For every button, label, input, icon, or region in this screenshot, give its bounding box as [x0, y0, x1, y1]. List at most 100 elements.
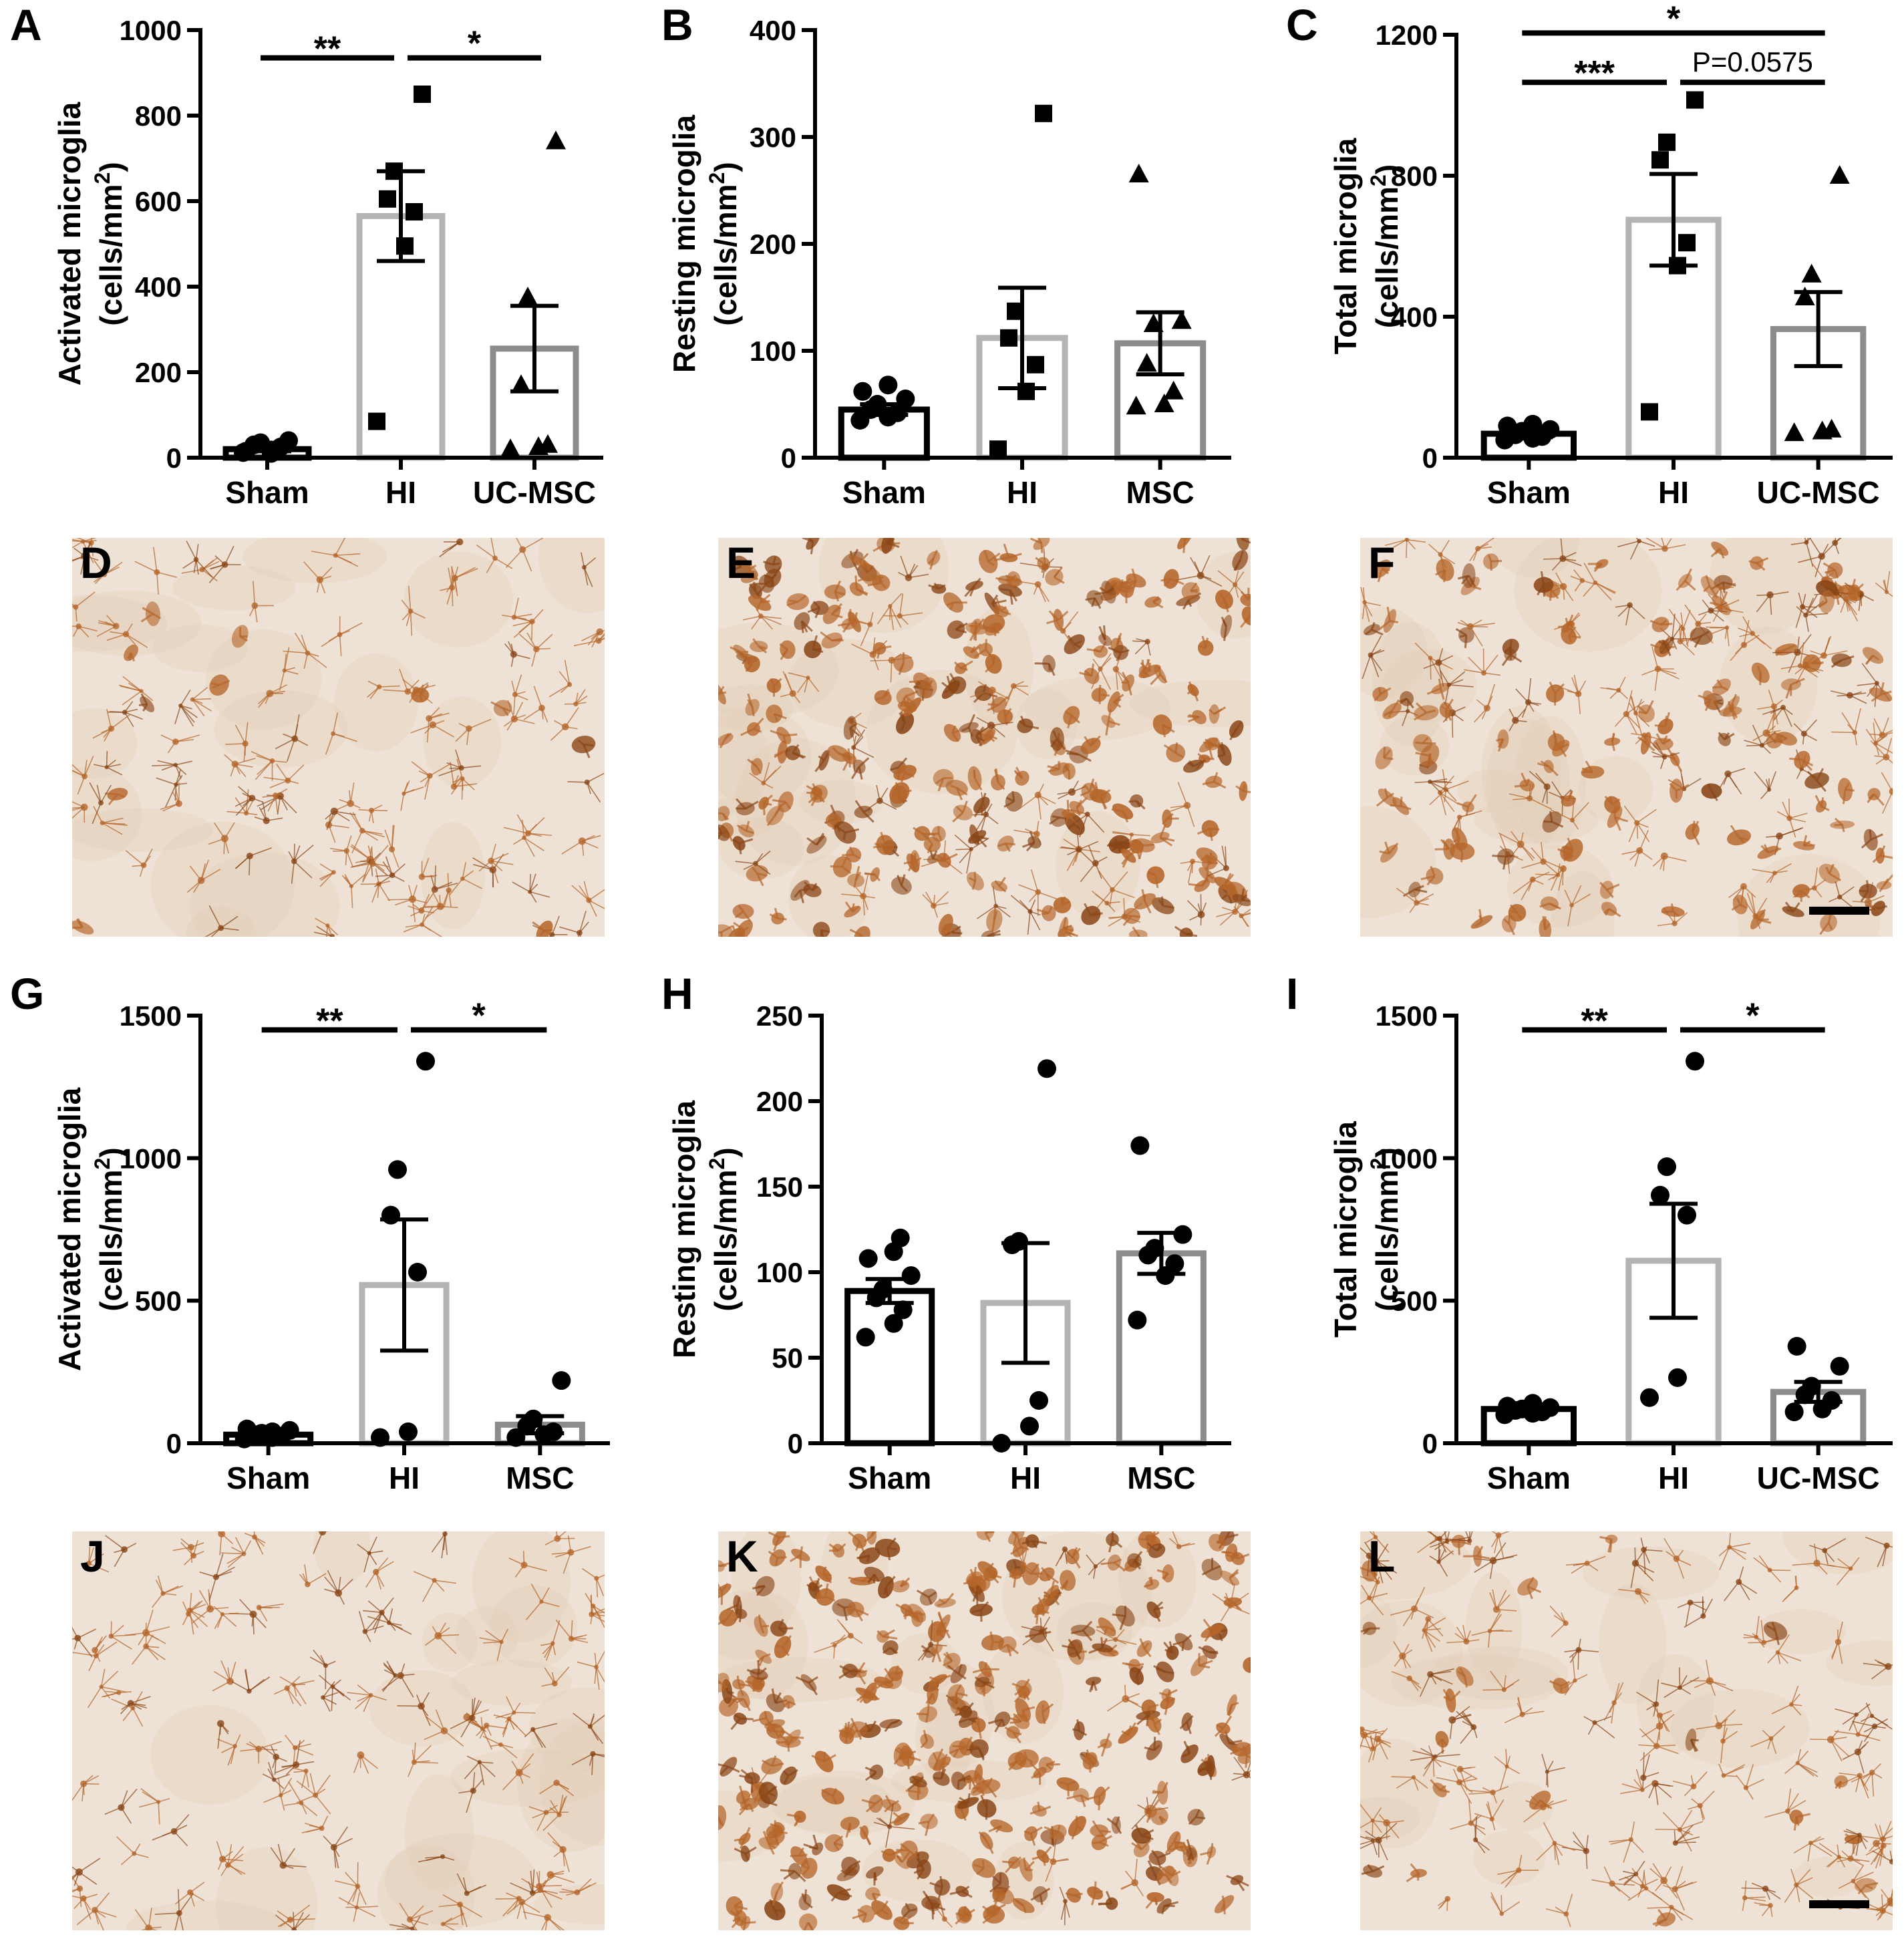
cell-process: [455, 749, 462, 768]
microglia-cell: [728, 925, 749, 937]
cell-process: [508, 1718, 515, 1731]
cell-process: [508, 1557, 524, 1565]
cell-process: [72, 603, 76, 608]
cell-process: [83, 1898, 92, 1910]
cell-process: [444, 1531, 447, 1535]
cell-process: [1550, 586, 1564, 593]
cell-process: [311, 551, 336, 557]
cell-process: [1635, 698, 1643, 714]
cell-process: [242, 792, 253, 799]
cell-process: [1756, 909, 1766, 921]
microglia-cell: [1685, 821, 1700, 845]
cell-process: [1527, 702, 1535, 712]
microglia-cell: [152, 1814, 190, 1847]
cell-body: [1190, 859, 1196, 865]
microglia-cell: [747, 758, 763, 776]
data-point: [1035, 104, 1052, 122]
cell-process: [77, 1628, 97, 1639]
microglia-cell: [581, 628, 605, 648]
cell-process: [575, 702, 587, 705]
x-tick-label: HI: [389, 1461, 420, 1495]
data-point: [1165, 1254, 1184, 1274]
cell-process: [529, 891, 537, 903]
cell-process: [118, 684, 142, 692]
cell-process: [559, 1795, 567, 1815]
cell-process: [1727, 773, 1742, 795]
cell-process: [1160, 577, 1172, 582]
microglia-cell: [740, 718, 764, 736]
microglia-cell: [108, 701, 143, 728]
cell-process: [293, 1767, 307, 1772]
cell-process: [1702, 599, 1712, 611]
microglia-cell: [1144, 596, 1164, 609]
cell-process: [1122, 915, 1133, 926]
cell-process: [1794, 887, 1815, 892]
cell-process: [294, 738, 309, 746]
cell-process: [1558, 869, 1564, 891]
microglia-cell: [979, 549, 1001, 573]
cell-process: [275, 795, 279, 813]
microglia-cell: [973, 792, 990, 818]
cell-process: [773, 678, 782, 687]
cell-process: [1568, 635, 1581, 639]
microglia-cell: [1776, 798, 1808, 838]
cell-process: [83, 1894, 98, 1900]
cell-process: [249, 856, 251, 875]
cell-process: [152, 547, 158, 573]
cell-process: [72, 1866, 80, 1873]
cell-process: [954, 834, 972, 850]
data-point: [1678, 1205, 1696, 1225]
cell-process: [518, 621, 533, 633]
cell-process: [591, 1611, 605, 1615]
microglia-cell: [806, 782, 825, 803]
cell-process: [267, 795, 277, 812]
cell-process: [1867, 901, 1882, 914]
microglia-cell: [476, 1723, 507, 1739]
cell-process: [991, 594, 999, 604]
cell-process: [1861, 663, 1878, 684]
microglia-cell: [93, 751, 123, 776]
cell-process: [212, 1680, 230, 1692]
cell-process: [1691, 821, 1696, 832]
microglia-cell: [353, 1751, 378, 1774]
cell-process: [72, 1888, 80, 1893]
cell-process: [1845, 599, 1849, 612]
y-tick-label: 100: [756, 1257, 803, 1288]
cell-process: [323, 1696, 337, 1705]
cell-process: [1809, 655, 1824, 664]
cell-process: [490, 860, 503, 872]
cell-process: [973, 648, 987, 658]
cell-process: [522, 538, 544, 551]
cell-process: [1038, 891, 1058, 900]
cell-process: [1684, 604, 1699, 625]
cell-process: [1691, 831, 1700, 845]
data-point: [1154, 394, 1174, 412]
microglia-cell: [551, 1535, 591, 1574]
cell-process: [1521, 879, 1533, 901]
cell-process: [240, 1748, 259, 1752]
cell-process: [1795, 606, 1803, 628]
cell-process: [1098, 694, 1101, 704]
cell-process: [277, 1843, 284, 1866]
cell-process: [279, 1676, 295, 1686]
cell-process: [1240, 591, 1249, 601]
cell-process: [217, 1859, 223, 1870]
x-tick-label: HI: [385, 475, 416, 510]
cell-process: [479, 1761, 496, 1777]
microglia-cell: [154, 1889, 194, 1930]
microglia-cell: [1623, 805, 1657, 843]
tissue-blotch: [1457, 769, 1530, 813]
microglia-cell: [108, 1621, 136, 1650]
cell-process: [1766, 730, 1781, 734]
microglia-cell: [1818, 863, 1841, 884]
cell-process: [1004, 843, 1011, 852]
cell-process: [230, 1746, 236, 1765]
microglia-cell: [577, 1650, 605, 1690]
cell-process: [442, 1923, 456, 1930]
cell-process: [1201, 635, 1207, 649]
microglia-cell: [458, 1772, 483, 1813]
cell-process: [367, 845, 373, 864]
cell-process: [142, 704, 148, 712]
cell-process: [322, 1531, 324, 1533]
